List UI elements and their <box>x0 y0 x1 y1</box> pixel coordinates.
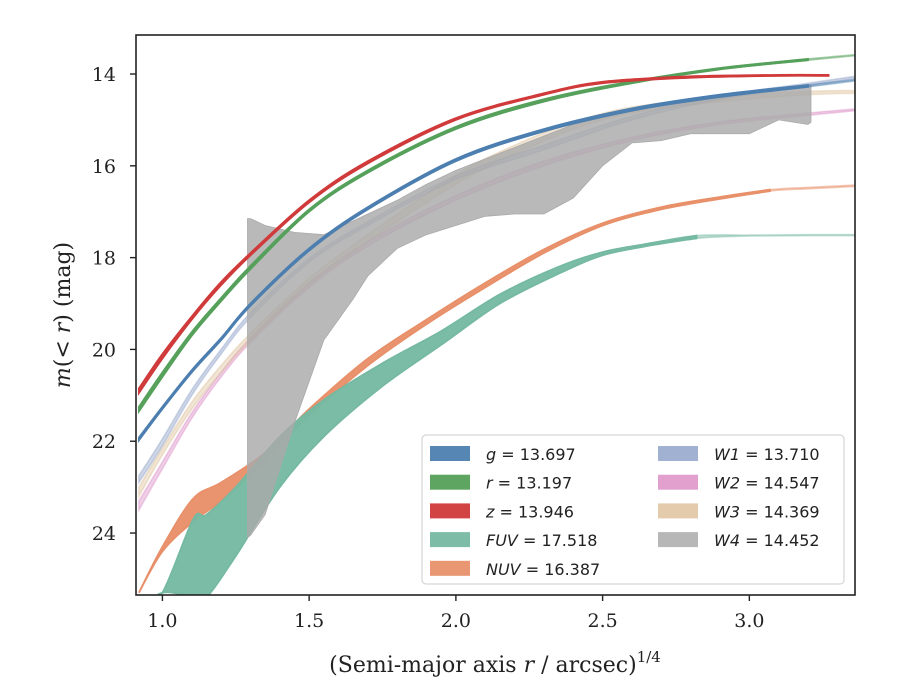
y-tick-label: 14 <box>92 64 116 86</box>
legend-swatch <box>430 560 470 576</box>
legend-label: FUV = 17.518 <box>486 531 597 550</box>
legend-label: W2 = 14.547 <box>714 474 820 493</box>
legend-label: W3 = 14.369 <box>714 502 820 521</box>
series-r <box>138 53 855 415</box>
legend-label: g = 13.697 <box>486 445 576 464</box>
legend-label: z = 13.946 <box>485 502 574 521</box>
x-tick-label: 3.0 <box>734 610 764 632</box>
legend-swatch <box>430 474 470 490</box>
y-tick-label: 20 <box>92 339 116 361</box>
series-w4 <box>247 85 812 539</box>
y-tick-label: 24 <box>92 523 116 545</box>
legend-item-nuv: NUV = 16.387 <box>430 560 600 579</box>
series-r-band <box>138 57 809 415</box>
legend: g = 13.697 r = 13.197 z = 13.946 FUV = 17.5… <box>421 434 845 585</box>
series-g <box>138 78 855 444</box>
legend-item-r: r = 13.197 <box>430 474 572 493</box>
legend-swatch <box>430 503 470 519</box>
legend-item-w4: W4 = 14.452 <box>658 531 820 550</box>
legend-swatch <box>658 474 698 490</box>
series-layer <box>138 53 855 595</box>
x-tick-label: 2.5 <box>588 610 618 632</box>
y-tick-label: 16 <box>92 156 116 178</box>
y-axis-label: m(< r) (mag) <box>51 242 76 388</box>
series-z <box>138 73 830 396</box>
legend-swatch <box>658 532 698 548</box>
y-tick-label: 18 <box>92 248 116 270</box>
series-g-band <box>138 83 809 444</box>
x-axis-ticks: 1.0 1.5 2.0 2.5 3.0 <box>147 595 764 632</box>
legend-swatch <box>658 446 698 461</box>
legend-item-z: z = 13.946 <box>430 502 574 521</box>
x-tick-label: 1.5 <box>294 610 324 632</box>
legend-swatch <box>430 532 470 548</box>
legend-item-w3: W3 = 14.369 <box>658 502 820 521</box>
series-z-band <box>138 73 830 396</box>
legend-item-g: g = 13.697 <box>430 445 576 464</box>
legend-box <box>421 434 845 585</box>
y-axis-ticks: 14 16 18 20 22 24 <box>92 64 136 545</box>
legend-swatch <box>430 446 470 461</box>
legend-swatch <box>658 503 698 519</box>
legend-label: W4 = 14.452 <box>714 531 820 550</box>
legend-label: NUV = 16.387 <box>486 560 600 579</box>
series-w4-band <box>247 85 812 539</box>
legend-item-w1: W1 = 13.710 <box>658 445 820 464</box>
legend-label: W1 = 13.710 <box>714 445 820 464</box>
x-tick-label: 1.0 <box>147 610 177 632</box>
plot-frame <box>135 34 856 596</box>
y-tick-label: 22 <box>92 431 116 453</box>
legend-item-w2: W2 = 14.547 <box>658 474 820 493</box>
legend-label: r = 13.197 <box>486 474 572 493</box>
x-tick-label: 2.0 <box>441 610 471 632</box>
x-axis-label: (Semi-major axis r / arcsec)1/4 <box>329 648 661 678</box>
legend-item-fuv: FUV = 17.518 <box>430 531 597 550</box>
